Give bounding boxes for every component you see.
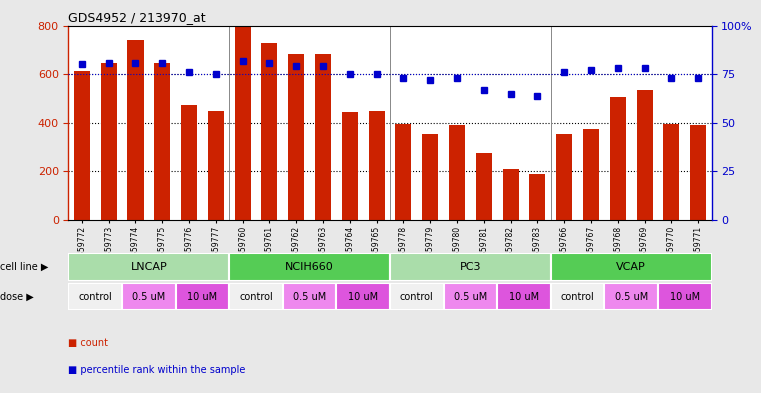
Bar xyxy=(390,283,444,310)
Bar xyxy=(664,124,680,220)
Bar xyxy=(502,169,519,220)
Bar xyxy=(530,174,546,220)
Bar xyxy=(368,111,384,220)
Text: 0.5 uM: 0.5 uM xyxy=(293,292,326,302)
Bar xyxy=(229,253,390,281)
Bar xyxy=(100,63,116,220)
Bar xyxy=(342,112,358,220)
Bar xyxy=(476,153,492,220)
Bar xyxy=(234,26,250,220)
Text: PC3: PC3 xyxy=(460,262,481,272)
Text: 10 uM: 10 uM xyxy=(187,292,218,302)
Bar xyxy=(658,283,712,310)
Bar xyxy=(497,283,551,310)
Text: control: control xyxy=(400,292,434,302)
Bar xyxy=(283,283,336,310)
Text: 0.5 uM: 0.5 uM xyxy=(454,292,487,302)
Bar xyxy=(396,124,412,220)
Bar xyxy=(127,40,144,220)
Bar xyxy=(610,97,626,220)
Bar xyxy=(68,253,229,281)
Text: 10 uM: 10 uM xyxy=(509,292,539,302)
Bar xyxy=(556,134,572,220)
Bar xyxy=(288,53,304,220)
Text: 0.5 uM: 0.5 uM xyxy=(132,292,165,302)
Text: NCIH660: NCIH660 xyxy=(285,262,334,272)
Text: control: control xyxy=(78,292,112,302)
Bar xyxy=(444,283,497,310)
Bar xyxy=(262,42,278,220)
Text: cell line ▶: cell line ▶ xyxy=(0,262,49,272)
Bar xyxy=(176,283,229,310)
Bar xyxy=(315,53,331,220)
Bar xyxy=(229,283,283,310)
Bar xyxy=(422,134,438,220)
Bar xyxy=(154,63,170,220)
Bar xyxy=(122,283,176,310)
Bar xyxy=(208,111,224,220)
Text: ■ percentile rank within the sample: ■ percentile rank within the sample xyxy=(68,365,246,375)
Bar xyxy=(636,90,653,220)
Bar xyxy=(583,129,599,220)
Text: dose ▶: dose ▶ xyxy=(0,292,33,302)
Bar xyxy=(449,125,465,220)
Text: VCAP: VCAP xyxy=(616,262,646,272)
Bar xyxy=(68,283,122,310)
Bar xyxy=(690,125,706,220)
Text: ■ count: ■ count xyxy=(68,338,109,348)
Bar xyxy=(181,105,197,220)
Bar xyxy=(551,253,712,281)
Bar xyxy=(390,253,551,281)
Bar xyxy=(74,70,90,220)
Text: control: control xyxy=(561,292,594,302)
Text: GDS4952 / 213970_at: GDS4952 / 213970_at xyxy=(68,11,206,24)
Bar xyxy=(336,283,390,310)
Text: 10 uM: 10 uM xyxy=(670,292,700,302)
Text: control: control xyxy=(239,292,273,302)
Text: LNCAP: LNCAP xyxy=(130,262,167,272)
Text: 10 uM: 10 uM xyxy=(348,292,378,302)
Bar xyxy=(604,283,658,310)
Text: 0.5 uM: 0.5 uM xyxy=(615,292,648,302)
Bar xyxy=(551,283,604,310)
